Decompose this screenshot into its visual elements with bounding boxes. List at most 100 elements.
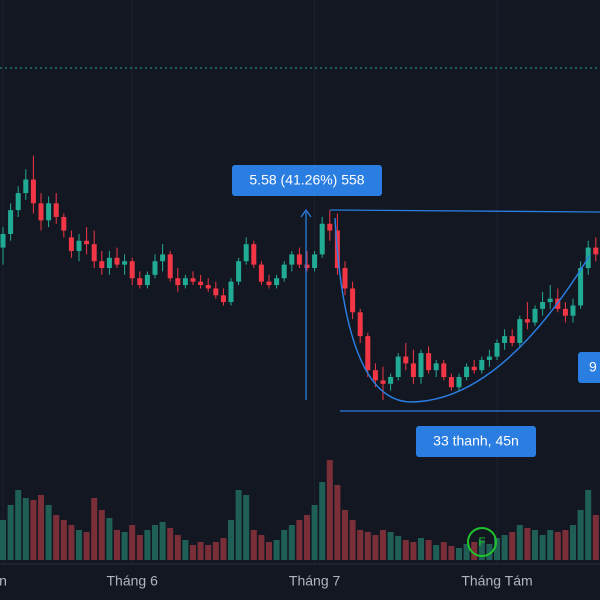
volume-bar bbox=[516, 525, 523, 560]
candle-body bbox=[448, 376, 454, 388]
candle-body bbox=[418, 353, 424, 377]
volume-bar bbox=[296, 520, 303, 560]
volume-bar bbox=[250, 530, 257, 560]
measure-label: 5.58 (41.26%) 558 bbox=[249, 172, 364, 188]
candle-body bbox=[540, 302, 546, 309]
volume-bar bbox=[592, 515, 599, 560]
volume-bar bbox=[38, 495, 44, 560]
volume-bar bbox=[197, 542, 204, 560]
volume-bar bbox=[547, 530, 554, 560]
volume-bar bbox=[53, 515, 60, 560]
volume-bar bbox=[372, 535, 379, 560]
range-top bbox=[329, 209, 600, 213]
volume-bar bbox=[440, 542, 447, 560]
volume-bar bbox=[304, 515, 310, 560]
volume-bar bbox=[326, 460, 333, 560]
volume-bar bbox=[402, 540, 409, 560]
partial-box bbox=[578, 352, 600, 383]
candle-body bbox=[464, 366, 470, 377]
candle-body bbox=[312, 254, 318, 269]
x-tick-label: Tháng 6 bbox=[107, 573, 159, 589]
candle-body bbox=[30, 179, 36, 204]
candle-body bbox=[53, 203, 59, 217]
candle-body bbox=[578, 268, 584, 306]
x-tick-label: Tháng 7 bbox=[289, 573, 341, 589]
candle-body bbox=[91, 244, 97, 262]
volume-bar bbox=[167, 528, 174, 560]
volume-bar bbox=[144, 530, 151, 560]
candle-body bbox=[319, 223, 325, 255]
volume-bar bbox=[228, 520, 234, 560]
candle-body bbox=[175, 278, 181, 286]
candle-body bbox=[517, 319, 523, 343]
volume-bar bbox=[121, 532, 128, 560]
candle-body bbox=[456, 376, 462, 388]
candle-body bbox=[486, 356, 492, 360]
volume-bar bbox=[98, 510, 105, 560]
volume-bar bbox=[220, 538, 227, 560]
volume-bar bbox=[532, 530, 538, 560]
volume-bar bbox=[114, 530, 120, 560]
candle-body bbox=[274, 278, 280, 286]
volume-bar bbox=[456, 548, 462, 560]
candle-body bbox=[190, 278, 196, 282]
x-tick-label: Tháng Tám bbox=[461, 573, 532, 589]
volume-bar bbox=[152, 525, 158, 560]
volume-bar bbox=[319, 482, 326, 560]
candle-body bbox=[84, 240, 90, 245]
candle-body bbox=[365, 336, 371, 371]
volume-bar bbox=[380, 530, 386, 560]
arrow-head bbox=[300, 208, 312, 218]
volume-bar bbox=[342, 510, 348, 560]
candle-body bbox=[160, 254, 166, 262]
candle-body bbox=[327, 223, 333, 231]
volume-bar bbox=[349, 520, 356, 560]
candle-body bbox=[15, 193, 21, 211]
candle-body bbox=[266, 281, 272, 286]
volume-bar bbox=[136, 535, 143, 560]
volume-bar bbox=[448, 546, 455, 560]
candle-body bbox=[471, 366, 477, 371]
volume-bar bbox=[554, 532, 561, 560]
volume-bar bbox=[501, 535, 508, 560]
candle-body bbox=[46, 203, 52, 221]
candle-body bbox=[570, 305, 576, 316]
candle-body bbox=[410, 363, 416, 377]
volume-bar bbox=[60, 520, 67, 560]
candle-body bbox=[152, 261, 158, 275]
volume-bar bbox=[91, 498, 98, 560]
volume-bar bbox=[357, 530, 364, 560]
volume-bar bbox=[76, 530, 82, 560]
candle-body bbox=[76, 240, 82, 251]
volume-bar bbox=[83, 532, 90, 560]
candle-body bbox=[289, 254, 295, 265]
candle-body bbox=[8, 210, 14, 234]
volume-bar bbox=[463, 544, 470, 560]
candle-body bbox=[258, 264, 264, 282]
volume-bar bbox=[266, 542, 272, 560]
volume-bar bbox=[182, 540, 189, 560]
volume-bar bbox=[30, 500, 37, 560]
candle-body bbox=[479, 359, 485, 371]
volume-bar bbox=[471, 542, 478, 560]
candle-body bbox=[357, 312, 363, 337]
volume-bar bbox=[334, 485, 341, 560]
candle-body bbox=[388, 376, 394, 384]
volume-bar bbox=[212, 542, 219, 560]
volume-bar bbox=[539, 535, 546, 560]
volume-bar bbox=[486, 544, 493, 560]
volume-bar bbox=[387, 532, 394, 560]
volume-bar bbox=[258, 535, 265, 560]
candle-body bbox=[198, 281, 204, 286]
volume-bar bbox=[129, 525, 136, 560]
volume-bar bbox=[494, 538, 500, 560]
volume-bar bbox=[410, 542, 417, 560]
volume-bar bbox=[174, 535, 181, 560]
candle-body bbox=[547, 298, 553, 303]
partial-label: 9 bbox=[589, 359, 597, 375]
volume-bar bbox=[159, 522, 166, 560]
candle-body bbox=[114, 257, 120, 265]
candle-body bbox=[509, 336, 515, 343]
candle-body bbox=[441, 363, 447, 377]
volume-bar bbox=[7, 505, 14, 560]
